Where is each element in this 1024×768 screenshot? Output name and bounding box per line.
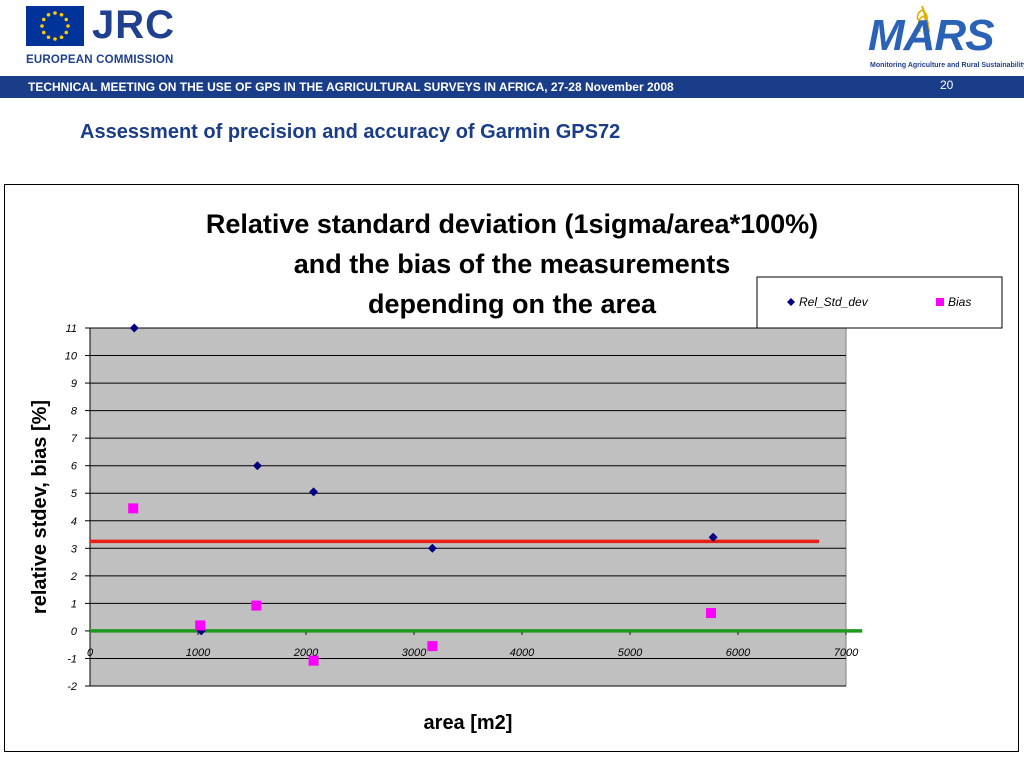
bias-point: [251, 600, 262, 611]
slide-title: Assessment of precision and accuracy of …: [80, 121, 621, 143]
chart-svg: Relative standard deviation (1sigma/area…: [29, 209, 1003, 734]
plot-area: [89, 327, 847, 687]
y-tick-label: 0: [71, 626, 78, 638]
y-tick-label: 9: [71, 378, 77, 390]
rel-std-dev-point: [252, 461, 262, 471]
legend-marker-bias: [936, 298, 944, 306]
y-tick-label: 2: [70, 571, 77, 583]
x-tick-label: 5000: [618, 647, 643, 659]
legend-box: [756, 276, 1003, 329]
european-commission-label: EUROPEAN COMMISSION: [26, 54, 174, 66]
bias-point: [427, 641, 438, 652]
banner-text: TECHNICAL MEETING ON THE USE OF GPS IN T…: [28, 80, 674, 94]
rel-std-dev-point: [129, 323, 139, 333]
bias-point: [706, 608, 716, 619]
rel-std-dev-point: [427, 543, 437, 553]
y-tick-label: 1: [71, 598, 77, 610]
x-tick-label: 1000: [186, 647, 211, 659]
rel-std-dev-point: [708, 532, 718, 542]
bias-point: [195, 620, 206, 631]
mars-tagline: Monitoring Agriculture and Rural Sustain…: [870, 62, 1024, 69]
rel-std-dev-point: [309, 487, 319, 497]
x-tick-label: 7000: [834, 647, 859, 659]
y-tick-label: 11: [66, 323, 77, 335]
bias-point: [308, 655, 319, 666]
x-tick-label: 3000: [402, 647, 427, 659]
y-tick-label: 6: [71, 461, 78, 473]
y-tick-label: 3: [71, 543, 78, 555]
eu-flag-icon: [26, 6, 84, 46]
y-tick-label: 8: [71, 406, 78, 418]
mars-logo-text: MARS: [868, 11, 995, 60]
y-tick-label: 5: [71, 488, 78, 500]
legend-marker-rel-std-dev: [787, 298, 795, 306]
mars-logo: MARS Monitoring Agriculture and Rural Su…: [864, 2, 1024, 74]
jrc-logo-text: JRC: [92, 3, 176, 47]
page-number: 20: [940, 78, 954, 92]
y-tick-label: 4: [71, 516, 77, 528]
y-tick-label: -2: [67, 681, 77, 693]
legend-label: Bias: [948, 295, 971, 309]
x-axis-label: area [m2]: [424, 712, 513, 734]
chart-title-line-3: depending on the area: [368, 289, 657, 319]
bias-point: [128, 503, 139, 514]
chart-title-line-1: Relative standard deviation (1sigma/area…: [206, 209, 818, 239]
x-tick-label: 0: [87, 647, 94, 659]
chart-container: Relative standard deviation (1sigma/area…: [4, 184, 1019, 752]
x-tick-label: 4000: [510, 647, 535, 659]
meeting-banner: TECHNICAL MEETING ON THE USE OF GPS IN T…: [0, 76, 1024, 98]
slide-header: JRC EUROPEAN COMMISSION MARS Monitoring …: [0, 0, 1024, 100]
y-axis-label: relative stdev, bias [%]: [29, 400, 51, 614]
y-tick-label: 10: [65, 351, 78, 363]
chart-title-line-2: and the bias of the measurements: [294, 249, 731, 279]
y-tick-label: 7: [71, 433, 78, 445]
legend-label: Rel_Std_dev: [799, 295, 869, 309]
y-tick-label: -1: [67, 653, 77, 665]
x-tick-label: 6000: [726, 647, 751, 659]
